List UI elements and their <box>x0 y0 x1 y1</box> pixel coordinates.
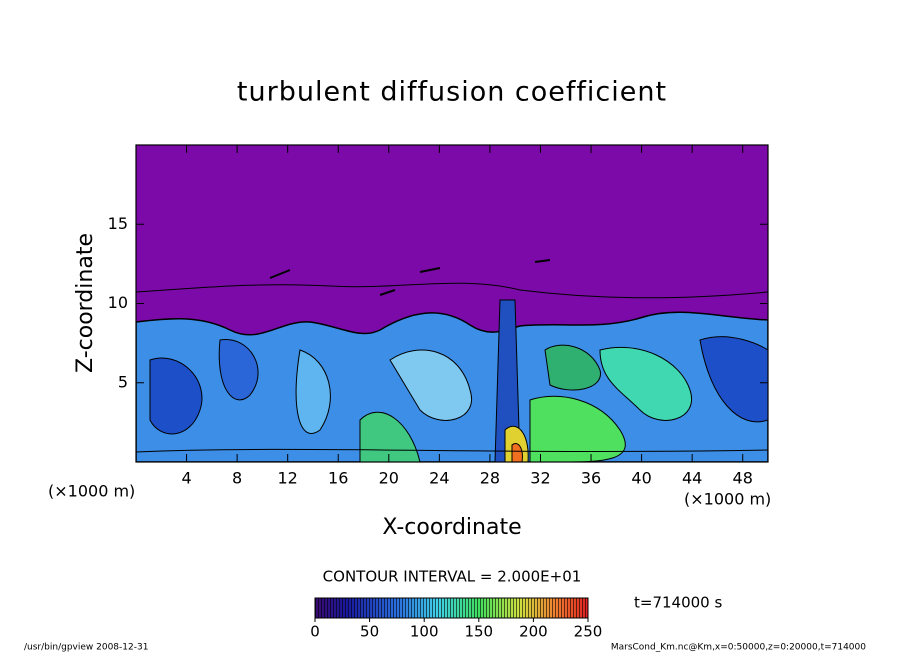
x-tick-label: 20 <box>379 469 399 488</box>
chart-title: turbulent diffusion coefficient <box>237 77 667 108</box>
x-tick-label: 12 <box>278 469 298 488</box>
footer-left: /usr/bin/gpview 2008-12-31 <box>24 643 148 653</box>
colorbar-tick-label: 50 <box>360 623 379 641</box>
x-unit: (×1000 m) <box>48 482 135 501</box>
y-tick-label: 10 <box>108 293 128 312</box>
colorbar-stripes <box>315 598 588 618</box>
footer-right: MarsCond_Km.nc@Km,x=0:50000,z=0:20000,t=… <box>611 643 866 653</box>
colorbar-tick-label: 200 <box>519 623 548 641</box>
x-axis-label: X-coordinate <box>382 515 521 540</box>
y-tick-label: 15 <box>108 214 128 233</box>
x-tick-label: 32 <box>530 469 550 488</box>
x-tick-label: 4 <box>181 469 191 488</box>
x-tick-label: 48 <box>733 469 753 488</box>
y-tick-label: 5 <box>118 372 128 391</box>
colorbar-tick-label: 250 <box>574 623 603 641</box>
x-tick-label: 44 <box>682 469 702 488</box>
colorbar-tick-label: 150 <box>464 623 493 641</box>
x-unit: (×1000 m) <box>684 490 771 509</box>
x-tick-label: 8 <box>232 469 242 488</box>
x-tick-label: 16 <box>328 469 348 488</box>
colorbar-frame <box>314 597 589 619</box>
y-axis-label: Z-coordinate <box>73 233 98 373</box>
contour-interval: CONTOUR INTERVAL = 2.000E+01 <box>323 568 582 586</box>
contour-field <box>136 145 768 462</box>
x-tick-label: 24 <box>429 469 449 488</box>
time-label: t=714000 s <box>634 594 722 612</box>
colorbar-tick-label: 100 <box>410 623 439 641</box>
x-tick-label: 28 <box>480 469 500 488</box>
colorbar-tick-label: 0 <box>310 623 320 641</box>
x-tick-label: 36 <box>581 469 601 488</box>
x-tick-label: 40 <box>631 469 651 488</box>
